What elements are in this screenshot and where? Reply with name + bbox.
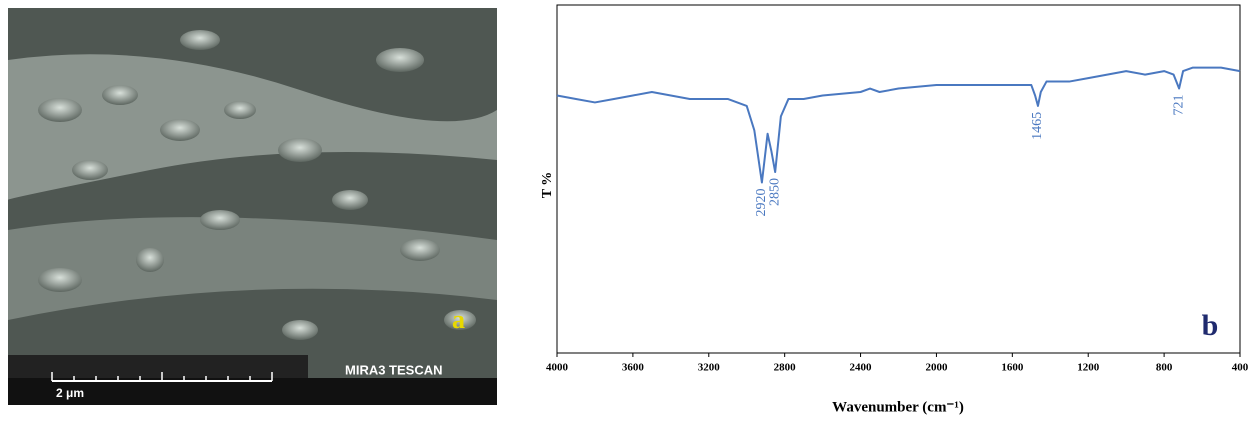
panel-label: a xyxy=(452,305,465,334)
x-tick-label: 400 xyxy=(1232,362,1249,374)
x-tick-label: 2000 xyxy=(925,362,948,374)
peak-label: 1465 xyxy=(1030,112,1045,140)
x-axis-label: Wavenumber (cm⁻¹) xyxy=(832,399,964,415)
peak-label: 721 xyxy=(1171,95,1186,116)
panel-label: b xyxy=(1202,309,1219,342)
x-tick-label: 1200 xyxy=(1077,362,1100,374)
peak-label: 2850 xyxy=(767,178,782,206)
x-tick-label: 2400 xyxy=(850,362,873,374)
spectrum-line xyxy=(556,66,1241,184)
y-axis-label: T % xyxy=(540,172,555,199)
x-tick-label: 3600 xyxy=(622,362,645,374)
instrument-label: MIRA3 TESCAN xyxy=(345,362,443,377)
peak-label: 2920 xyxy=(754,188,769,216)
x-tick-label: 800 xyxy=(1156,362,1173,374)
scale-bar-label: 2 μm xyxy=(56,386,84,400)
x-tick-label: 1600 xyxy=(1001,362,1024,374)
plot-frame xyxy=(556,4,1241,354)
x-tick-label: 2800 xyxy=(774,362,797,374)
x-tick-label: 4000 xyxy=(546,362,569,374)
sem-image: 2 μm MIRA3 TESCAN a xyxy=(8,8,497,405)
x-tick-label: 3200 xyxy=(698,362,721,374)
